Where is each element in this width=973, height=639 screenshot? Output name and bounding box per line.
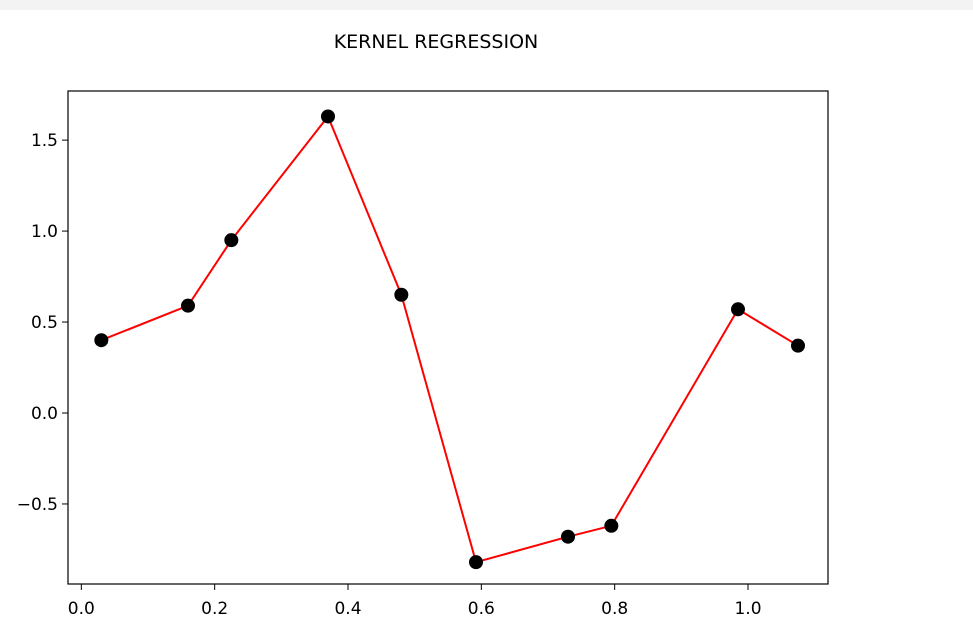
- plot-frame: [67, 90, 829, 585]
- regression-line: [100, 114, 799, 564]
- data-point: [181, 298, 195, 313]
- data-point: [791, 338, 805, 353]
- y-tick-label: 0.0: [31, 404, 58, 424]
- y-tick-label: 0.5: [31, 313, 58, 333]
- data-point: [394, 287, 409, 302]
- axes-layer: 0.0 0.2 0.4 0.6 0.8 1.0 −0.5 0.0 0.5 1.0 1.5: [17, 131, 762, 619]
- data-point: [94, 333, 109, 348]
- y-tick-label: 1.0: [31, 222, 58, 242]
- data-point: [321, 109, 335, 124]
- data-point: [561, 529, 575, 544]
- x-tick-label: 0.6: [468, 599, 495, 619]
- data-point: [224, 233, 239, 248]
- x-tick-label: 0.8: [601, 599, 628, 619]
- data-point: [469, 555, 483, 570]
- x-tick-label: 0.0: [68, 599, 95, 619]
- chart-title: KERNEL REGRESSION: [334, 31, 539, 53]
- x-tick-label: 0.2: [201, 599, 228, 619]
- y-tick-label: −0.5: [17, 495, 58, 515]
- data-point: [731, 302, 745, 317]
- data-point: [604, 518, 619, 533]
- top-strip: [0, 0, 973, 10]
- point-layer: [94, 109, 805, 570]
- line-layer: [100, 114, 799, 564]
- x-tick-label: 1.0: [734, 599, 761, 619]
- x-tick-label: 0.4: [334, 599, 361, 619]
- y-tick-label: 1.5: [31, 131, 58, 151]
